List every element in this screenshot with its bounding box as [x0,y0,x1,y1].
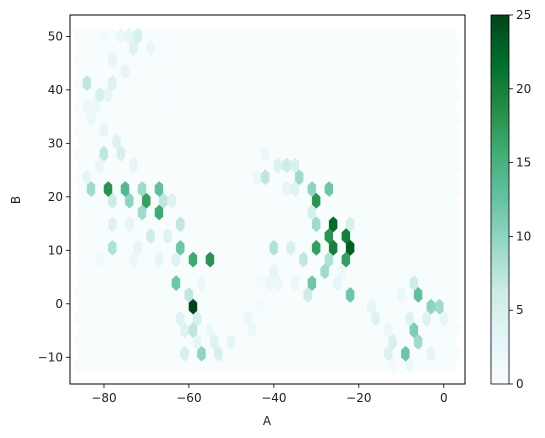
y-tick-label: 0 [55,297,63,311]
x-tick-label: −40 [261,391,286,405]
x-tick-label: −20 [346,391,371,405]
colorbar-ticks: 0 5 10 15 20 25 [509,8,531,391]
hex-bin-empty [447,27,457,44]
y-axis: −10 0 10 20 30 40 50 [38,29,70,364]
colorbar-tick-label: 5 [516,303,524,317]
colorbar [490,14,510,385]
y-tick-label: 10 [48,243,63,257]
colorbar-tick-label: 10 [516,229,531,243]
x-tick-label: 0 [440,391,448,405]
plot-frame [69,14,466,385]
colorbar-tick-label: 15 [516,156,531,170]
x-axis: −80 −60 −40 −20 0 [91,384,448,405]
hex-bins [74,27,461,374]
colorbar-tick-label: 25 [516,8,531,22]
x-tick-label: −60 [176,391,201,405]
y-tick-label: 30 [48,136,63,150]
y-tick-label: −10 [38,350,63,364]
colorbar-tick-label: 0 [516,377,524,391]
y-axis-title: B [9,196,23,204]
y-tick-label: 40 [48,83,63,97]
y-tick-label: 20 [48,190,63,204]
y-tick-label: 50 [48,29,63,43]
colorbar-tick-label: 20 [516,82,531,96]
x-axis-title: A [263,414,272,428]
x-tick-label: −80 [91,391,116,405]
